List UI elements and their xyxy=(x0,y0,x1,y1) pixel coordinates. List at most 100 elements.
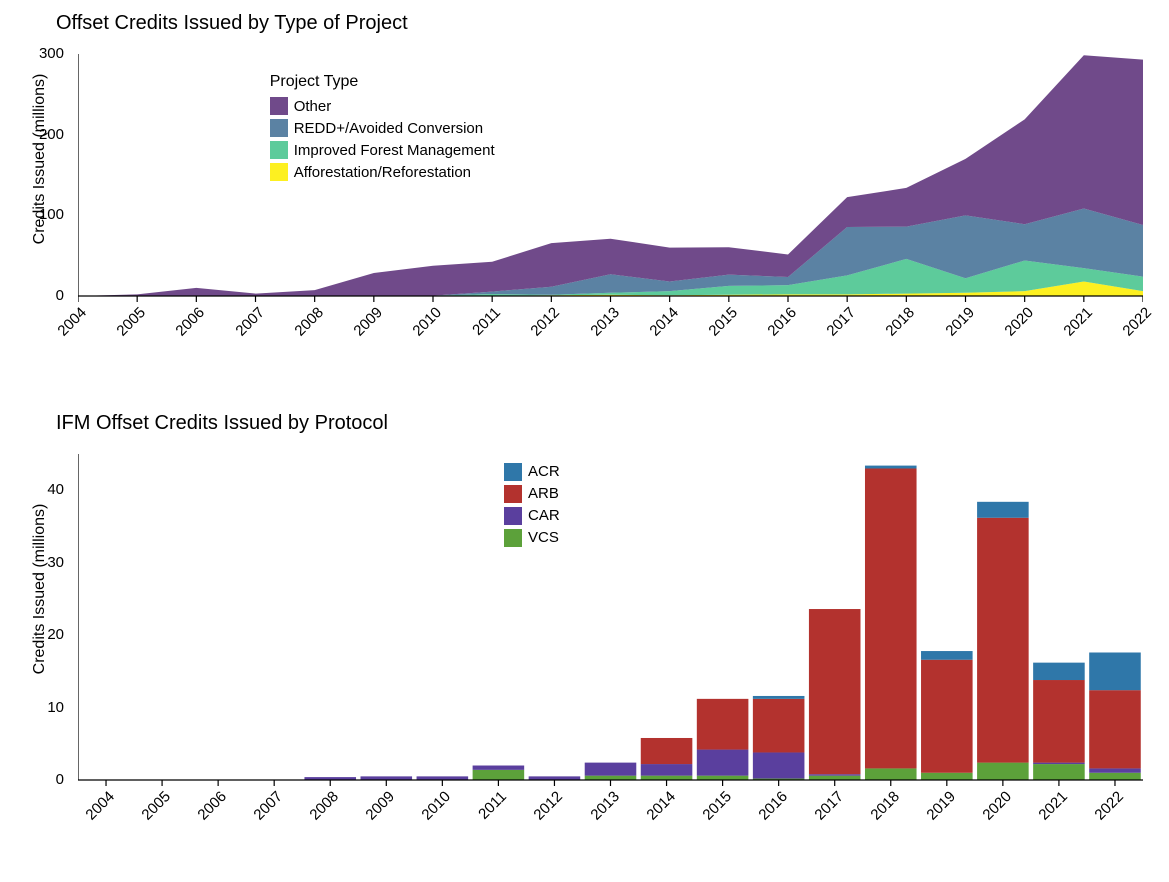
area-x-tick-label: 2021 xyxy=(1060,304,1096,340)
bar-x-tick-label: 2012 xyxy=(531,788,567,824)
bar-x-tick-label: 2006 xyxy=(195,788,231,824)
legend-label: ACR xyxy=(528,463,560,480)
bar-seg-arb xyxy=(641,738,693,764)
legend-swatch-icon xyxy=(270,163,288,181)
area-legend-item-redd: REDD+/Avoided Conversion xyxy=(270,117,495,139)
bar-seg-acr xyxy=(1033,663,1085,680)
bar-seg-vcs xyxy=(977,763,1029,780)
bar-x-tick-label: 2016 xyxy=(755,788,791,824)
bar-x-tick-label: 2018 xyxy=(867,788,903,824)
bar-seg-arb xyxy=(753,699,805,753)
bar-seg-arb xyxy=(865,468,917,768)
area-x-tick-label: 2018 xyxy=(883,304,919,340)
area-x-tick-label: 2016 xyxy=(764,304,800,340)
bar-seg-car xyxy=(473,766,525,770)
bar-seg-arb xyxy=(697,699,749,750)
bar-x-tick-label: 2008 xyxy=(307,788,343,824)
bar-seg-car xyxy=(809,774,861,775)
area-x-tick-label: 2014 xyxy=(646,304,682,340)
bar-x-tick-label: 2014 xyxy=(643,788,679,824)
bar-legend-item-car: CAR xyxy=(504,505,560,527)
bar-x-tick-label: 2009 xyxy=(363,788,399,824)
bar-seg-arb xyxy=(921,660,973,773)
bar-x-tick-label: 2010 xyxy=(419,788,455,824)
bar-legend-item-arb: ARB xyxy=(504,483,560,505)
area-chart-panel: Offset Credits Issued by Type of Project… xyxy=(0,10,1169,370)
bar-seg-arb xyxy=(809,609,861,774)
area-legend-item-afforestation: Afforestation/Reforestation xyxy=(270,161,495,183)
bar-y-tick-label: 0 xyxy=(56,771,64,788)
bar-seg-car xyxy=(1033,763,1085,764)
area-x-tick-label: 2008 xyxy=(291,304,327,340)
bar-x-tick-label: 2011 xyxy=(476,788,511,823)
bar-seg-vcs xyxy=(641,776,693,780)
bar-x-tick-label: 2005 xyxy=(138,788,174,824)
bar-x-tick-label: 2004 xyxy=(82,788,118,824)
area-legend-items: Other REDD+/Avoided Conversion Improved Fo… xyxy=(270,95,495,183)
legend-label: REDD+/Avoided Conversion xyxy=(294,120,483,137)
legend-swatch-icon xyxy=(504,463,522,481)
legend-label: ARB xyxy=(528,485,559,502)
page: Offset Credits Issued by Type of Project… xyxy=(0,0,1169,882)
bar-seg-acr xyxy=(865,466,917,469)
bar-x-tick-label: 2022 xyxy=(1091,788,1127,824)
bar-x-tick-label: 2021 xyxy=(1035,788,1071,824)
bar-seg-vcs xyxy=(585,776,637,780)
area-y-tick-label: 100 xyxy=(39,206,64,223)
area-legend: Project Type OtherREDD+/Avoided Conversi… xyxy=(270,73,495,183)
legend-label: CAR xyxy=(528,507,560,524)
bar-seg-arb xyxy=(1089,690,1141,768)
legend-label: Afforestation/Reforestation xyxy=(294,164,471,181)
area-x-tick-label: 2009 xyxy=(350,304,386,340)
bar-seg-vcs xyxy=(865,768,917,780)
bar-seg-acr xyxy=(977,502,1029,518)
legend-label: Other xyxy=(294,98,332,115)
bar-y-ticks: 010203040 xyxy=(0,454,72,780)
bar-legend-item-acr: ACR xyxy=(504,461,560,483)
area-x-tick-label: 2006 xyxy=(173,304,209,340)
legend-label: VCS xyxy=(528,529,559,546)
area-x-tick-label: 2004 xyxy=(54,304,90,340)
bar-x-tick-label: 2015 xyxy=(699,788,735,824)
legend-swatch-icon xyxy=(504,485,522,503)
area-legend-item-ifm: Improved Forest Management xyxy=(270,139,495,161)
bar-seg-vcs xyxy=(473,770,525,780)
legend-swatch-icon xyxy=(504,507,522,525)
bar-seg-car xyxy=(1089,768,1141,772)
bar-seg-acr xyxy=(1089,652,1141,690)
area-y-ticks: 0100200300 xyxy=(0,54,72,296)
area-x-tick-label: 2007 xyxy=(232,304,268,340)
bar-y-tick-label: 40 xyxy=(47,481,64,498)
legend-swatch-icon xyxy=(270,97,288,115)
bar-x-tick-label: 2019 xyxy=(923,788,959,824)
bar-legend: ACR ARB CAR VCS xyxy=(504,461,560,549)
bar-x-tick-label: 2013 xyxy=(587,788,623,824)
bar-chart-title: IFM Offset Credits Issued by Protocol xyxy=(56,412,388,435)
bar-x-ticks: 2004 2005 2006 2007 2008 2009 2010 2011 2012 2013… xyxy=(78,788,1143,858)
area-y-tick-label: 200 xyxy=(39,126,64,143)
bar-x-tick-label: 2007 xyxy=(251,788,287,824)
bar-x-tick-label: 2017 xyxy=(811,788,847,824)
area-x-tick-label: 2020 xyxy=(1001,304,1037,340)
area-y-tick-label: 0 xyxy=(56,287,64,304)
legend-swatch-icon xyxy=(270,141,288,159)
bar-legend-item-vcs: VCS xyxy=(504,527,560,549)
bar-seg-acr xyxy=(921,651,973,660)
area-x-ticks: 2004200520062007200820092010201120122013… xyxy=(78,304,1143,364)
bar-seg-car xyxy=(641,764,693,776)
area-x-tick-label: 2015 xyxy=(705,304,741,340)
bar-seg-vcs xyxy=(1089,773,1141,780)
bar-y-tick-label: 30 xyxy=(47,554,64,571)
area-x-tick-label: 2013 xyxy=(587,304,623,340)
bar-seg-car xyxy=(753,752,805,778)
bar-seg-arb xyxy=(977,518,1029,763)
bar-chart-svg xyxy=(78,454,1143,792)
area-x-tick-label: 2012 xyxy=(528,304,564,340)
legend-label: Improved Forest Management xyxy=(294,142,495,159)
bar-seg-car xyxy=(697,750,749,776)
bar-chart-panel: IFM Offset Credits Issued by Protocol Cr… xyxy=(0,410,1169,870)
area-x-tick-label: 2010 xyxy=(409,304,445,340)
area-chart-title: Offset Credits Issued by Type of Project xyxy=(56,12,408,35)
legend-swatch-icon xyxy=(270,119,288,137)
bar-seg-vcs xyxy=(697,776,749,780)
